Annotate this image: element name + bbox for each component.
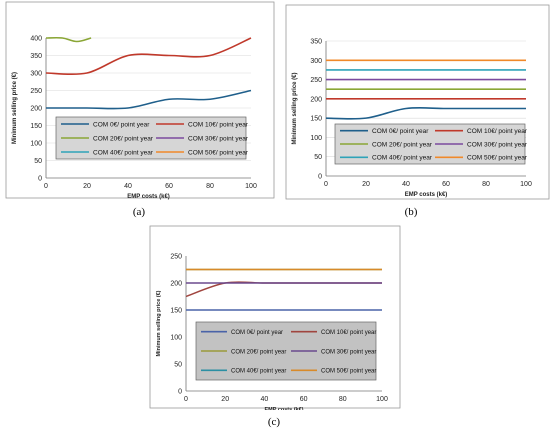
y-tick-label: 0: [178, 389, 182, 396]
x-tick-label: 0: [184, 396, 188, 403]
x-tick-label: 80: [339, 396, 347, 403]
x-tick-label: 0: [324, 181, 328, 188]
y-tick-label: 200: [30, 106, 42, 113]
legend-label: COM 0€/ point year: [231, 330, 283, 336]
caption-b: (b): [404, 206, 418, 218]
legend-label: COM 10€/ point year: [321, 330, 376, 336]
y-tick-label: 50: [314, 154, 322, 161]
y-tick-label: 150: [310, 116, 322, 123]
chart-frame: [5, 1, 275, 199]
legend-label: COM 10€/ point year: [188, 121, 249, 128]
y-tick-label: 150: [30, 123, 42, 130]
legend-label: COM 30€/ point year: [321, 349, 376, 355]
y-tick-label: 0: [38, 176, 42, 183]
chart-frame: [149, 225, 401, 409]
caption-c: (c): [267, 416, 281, 428]
chart-svg: 0 50 100 150 200 250 300 350 0 20 40 60 80 100 EMP cos…: [285, 4, 550, 200]
x-tick-label: 60: [165, 183, 173, 190]
x-tick-label: 80: [206, 183, 214, 190]
x-tick-label: 40: [402, 181, 410, 188]
legend-label: COM 20€/ point year: [372, 141, 433, 148]
y-axis-label: Minimum selling price (€): [292, 72, 298, 144]
legend-label: COM 20€/ point year: [231, 349, 286, 355]
legend-label: COM 30€/ point year: [188, 135, 249, 142]
legend-label: COM 40€/ point year: [231, 369, 286, 375]
x-tick-label: 80: [482, 181, 490, 188]
x-tick-label: 60: [442, 181, 450, 188]
chart-panel-b: 0 50 100 150 200 250 300 350 0 20 40 60 80 100 EMP cos…: [285, 4, 550, 200]
legend-label: COM 50€/ point year: [467, 155, 528, 162]
legend-label: COM 40€/ point year: [93, 149, 154, 156]
x-axis-label: EMP costs (k€): [127, 194, 170, 200]
y-tick-label: 0: [318, 174, 322, 181]
y-tick-label: 400: [30, 36, 42, 43]
x-tick-label: 100: [245, 183, 257, 190]
legend-label: COM 10€/ point year: [467, 128, 528, 135]
legend-label: COM 40€/ point year: [372, 155, 433, 162]
x-tick-label: 100: [376, 396, 388, 403]
y-tick-label: 100: [30, 141, 42, 148]
x-axis-label: EMP costs (k€): [264, 407, 303, 410]
x-tick-label: 40: [124, 183, 132, 190]
y-tick-label: 50: [174, 362, 182, 369]
y-tick-label: 150: [170, 308, 182, 315]
series-line-0: [46, 89, 252, 110]
series-line-0: [326, 106, 526, 120]
legend-label: COM 50€/ point year: [188, 149, 249, 156]
y-tick-label: 100: [170, 335, 182, 342]
legend-label: COM 0€/ point year: [93, 121, 150, 128]
legend-label: COM 0€/ point year: [372, 128, 429, 135]
x-tick-label: 20: [83, 183, 91, 190]
y-tick-label: 300: [310, 58, 322, 65]
y-axis-label: Minimum selling price (€): [12, 72, 18, 144]
legend-label: COM 30€/ point year: [467, 141, 528, 148]
x-tick-label: 20: [362, 181, 370, 188]
y-tick-label: 200: [310, 96, 322, 103]
y-tick-label: 350: [310, 39, 322, 46]
y-tick-label: 100: [310, 135, 322, 142]
chart-svg: 0 50 100 150 200 250 300 350 400 0 20 40 60 80 100 EMP …: [5, 1, 275, 200]
caption-a: (a): [132, 206, 146, 218]
legend-label: COM 50€/ point year: [321, 369, 376, 375]
chart-panel-a: 0 50 100 150 200 250 300 350 400 0 20 40 60 80 100 EMP …: [0, 0, 275, 200]
legend-label: COM 20€/ point year: [93, 135, 154, 142]
chart-panel-c: 0 50 100 150 200 250 0 20 40 60 80 100 EMP costs (k€…: [146, 224, 402, 410]
y-tick-label: 200: [170, 281, 182, 288]
y-tick-label: 250: [30, 88, 42, 95]
x-tick-label: 20: [221, 396, 229, 403]
series-line-2: [46, 36, 92, 43]
y-tick-label: 50: [34, 158, 42, 165]
chart-frame: [285, 4, 550, 200]
x-axis-label: EMP costs (k€): [405, 192, 448, 198]
series-line-1: [46, 37, 252, 76]
x-tick-label: 100: [520, 181, 532, 188]
y-tick-label: 250: [170, 254, 182, 261]
y-tick-label: 350: [30, 53, 42, 60]
x-tick-label: 60: [300, 396, 308, 403]
y-tick-label: 250: [310, 77, 322, 84]
y-tick-label: 300: [30, 71, 42, 78]
chart-svg: 0 50 100 150 200 250 0 20 40 60 80 100 EMP costs (k€…: [149, 225, 401, 410]
x-tick-label: 0: [44, 183, 48, 190]
y-axis-label: Minimum selling price (€): [156, 290, 162, 356]
x-tick-label: 40: [261, 396, 269, 403]
